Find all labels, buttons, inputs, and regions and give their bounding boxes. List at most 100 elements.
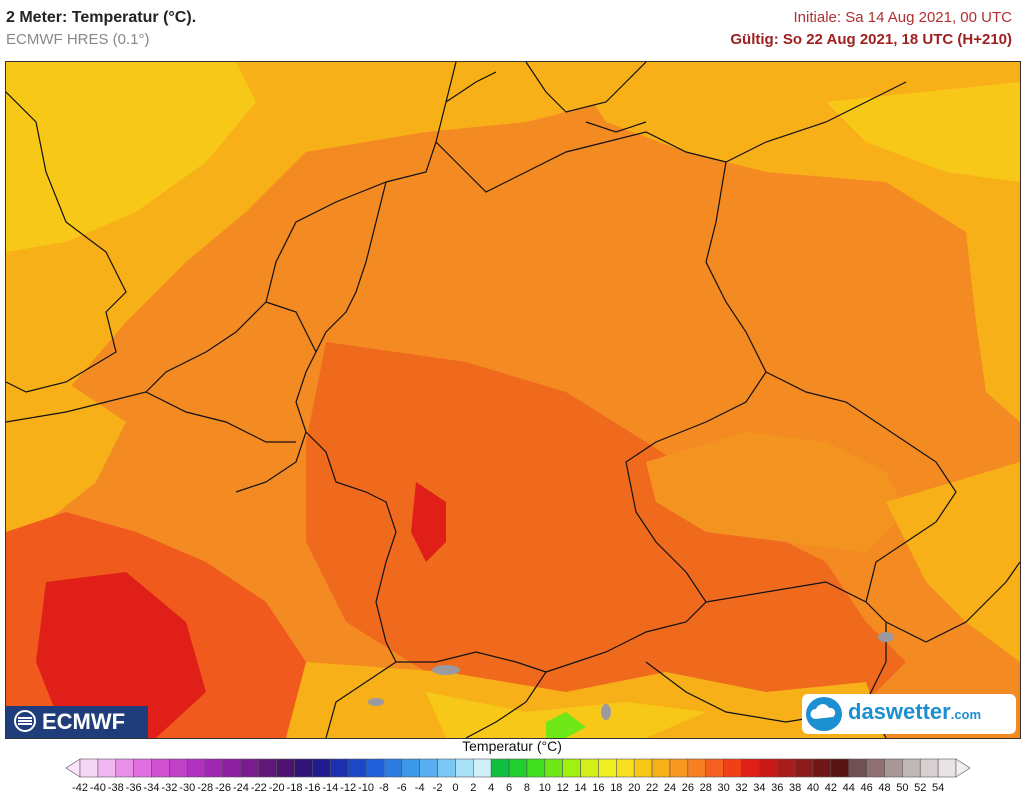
colorbar-tick-label: -22 — [250, 782, 267, 794]
colorbar-cell — [97, 758, 117, 778]
temperature-map[interactable]: ECMWF daswetter.com — [5, 61, 1021, 739]
colorbar-cell — [544, 758, 563, 778]
colorbar-tick-label: 8 — [523, 782, 530, 794]
colorbar-tick-label: 38 — [788, 782, 802, 794]
colorbar-tick-label: 14 — [574, 782, 587, 794]
colorbar-tick-label: -32 — [161, 782, 178, 794]
colorbar-tick-label: -6 — [396, 782, 407, 794]
colorbar-tick-label: -34 — [143, 782, 160, 794]
colorbar-over-arrow — [955, 758, 970, 778]
legend-title: Temperatur (°C) — [462, 738, 562, 754]
colorbar-cell — [401, 758, 420, 778]
colorbar-tick-label: 4 — [488, 782, 495, 794]
colorbar-cell — [312, 758, 331, 778]
lake-zurich — [368, 698, 384, 706]
colorbar-cell — [741, 758, 760, 778]
colorbar-cell — [580, 758, 599, 778]
colorbar-cell — [455, 758, 474, 778]
colorbar-tick-label: 6 — [505, 782, 513, 794]
colorbar-tick-label: 42 — [824, 782, 837, 794]
colorbar-tick-label: 32 — [735, 782, 748, 794]
colorbar-tick-label: -28 — [197, 782, 214, 794]
colorbar-cell — [633, 758, 653, 778]
colorbar-tick-label: -18 — [286, 782, 303, 794]
colorbar-cell — [723, 758, 742, 778]
colorbar-tick-label: 54 — [931, 782, 945, 794]
daswetter-text: daswetter.com — [848, 699, 981, 725]
colorbar-tick-label: 26 — [681, 782, 694, 794]
colorbar-tick-label: 30 — [717, 782, 730, 794]
map-canvas: ECMWF — [6, 62, 1020, 738]
colorbar-cell — [133, 758, 152, 778]
colorbar-cell — [258, 758, 277, 778]
colorbar-tick-label: -24 — [232, 782, 249, 794]
ecmwf-logo-text: ECMWF — [42, 709, 126, 734]
lake-neusiedl — [878, 632, 894, 642]
colorbar-cell — [437, 758, 456, 778]
colorbar-cell — [776, 758, 796, 778]
field-cool-alps — [286, 662, 886, 738]
colorbar-cell — [240, 758, 260, 778]
field-cold-peaks — [546, 712, 586, 738]
coast-benelux — [6, 181, 387, 423]
field-cool-channel — [6, 382, 126, 532]
border-fr-de — [235, 401, 397, 663]
colorbar-cell — [329, 758, 349, 778]
colorbar-cell — [490, 758, 510, 778]
colorbar-tick-label: -16 — [304, 782, 321, 794]
colorbar-cell — [794, 758, 814, 778]
border-nl-de — [315, 181, 387, 353]
coast-uk — [6, 91, 127, 393]
colorbar-cell — [347, 758, 367, 778]
colorbar-tick-label: 20 — [628, 782, 641, 794]
colorbar-tick-label: -36 — [125, 782, 142, 794]
colorbar-cell — [419, 758, 438, 778]
colorbar-tick-label: -4 — [414, 782, 425, 794]
field-warm-bohemia — [646, 432, 906, 552]
colorbar-tick-label: -2 — [432, 782, 443, 794]
field-cool-carpathians — [886, 462, 1020, 662]
colorbar-cell — [902, 758, 921, 778]
colorbar-tick-label: -38 — [107, 782, 124, 794]
colorbar-cell — [222, 758, 242, 778]
lake-constance — [432, 665, 460, 675]
ecmwf-logo-holder: ECMWF — [6, 706, 148, 738]
colorbar-cell — [866, 758, 885, 778]
colorbar-tick-label: 50 — [896, 782, 909, 794]
colorbar-cell — [651, 758, 671, 778]
colorbar-cell — [884, 758, 903, 778]
colorbar-tick-label: 24 — [663, 782, 677, 794]
colorbar-cell — [848, 758, 867, 778]
border-cz — [705, 371, 957, 623]
colorbar-cell — [616, 758, 635, 778]
colorbar-cell — [598, 758, 617, 778]
colorbar-tick-label: 22 — [645, 782, 659, 794]
colorbar-tick-label: 28 — [699, 782, 712, 794]
colorbar-cell — [526, 758, 546, 778]
colorbar-tick-label: 10 — [538, 782, 551, 794]
ecmwf-logo[interactable]: ECMWF — [6, 706, 148, 738]
colorbar-tick-label: 18 — [610, 782, 623, 794]
colorbar-tick-label: 34 — [753, 782, 766, 794]
colorbar-cell — [919, 758, 939, 778]
border-be — [145, 301, 317, 443]
colorbar-tick-label: 52 — [914, 782, 927, 794]
map-title: 2 Meter: Temperatur (°C). — [6, 9, 197, 26]
colorbar-cell — [276, 758, 295, 778]
colorbar-cell — [937, 758, 957, 778]
valid-time: Gültig: So 22 Aug 2021, 18 UTC (H+210) — [730, 31, 1012, 48]
colorbar-tick-label: -14 — [322, 782, 339, 794]
field-cooler-baltic — [826, 82, 1020, 182]
field-cool-east — [966, 232, 1020, 422]
colorbar-tick-label: 16 — [592, 782, 605, 794]
border-ch — [325, 651, 547, 738]
coast-germany — [385, 71, 907, 193]
colorbar-tick-label: -8 — [379, 782, 389, 794]
colorbar-cell — [169, 758, 188, 778]
country-borders — [6, 62, 1020, 738]
colorbar-cell — [669, 758, 689, 778]
daswetter-logo[interactable]: daswetter.com — [802, 694, 1016, 734]
colorbar-cell — [562, 758, 581, 778]
ecmwf-icon — [14, 710, 36, 732]
init-time: Initiale: Sa 14 Aug 2021, 00 UTC — [793, 9, 1012, 26]
